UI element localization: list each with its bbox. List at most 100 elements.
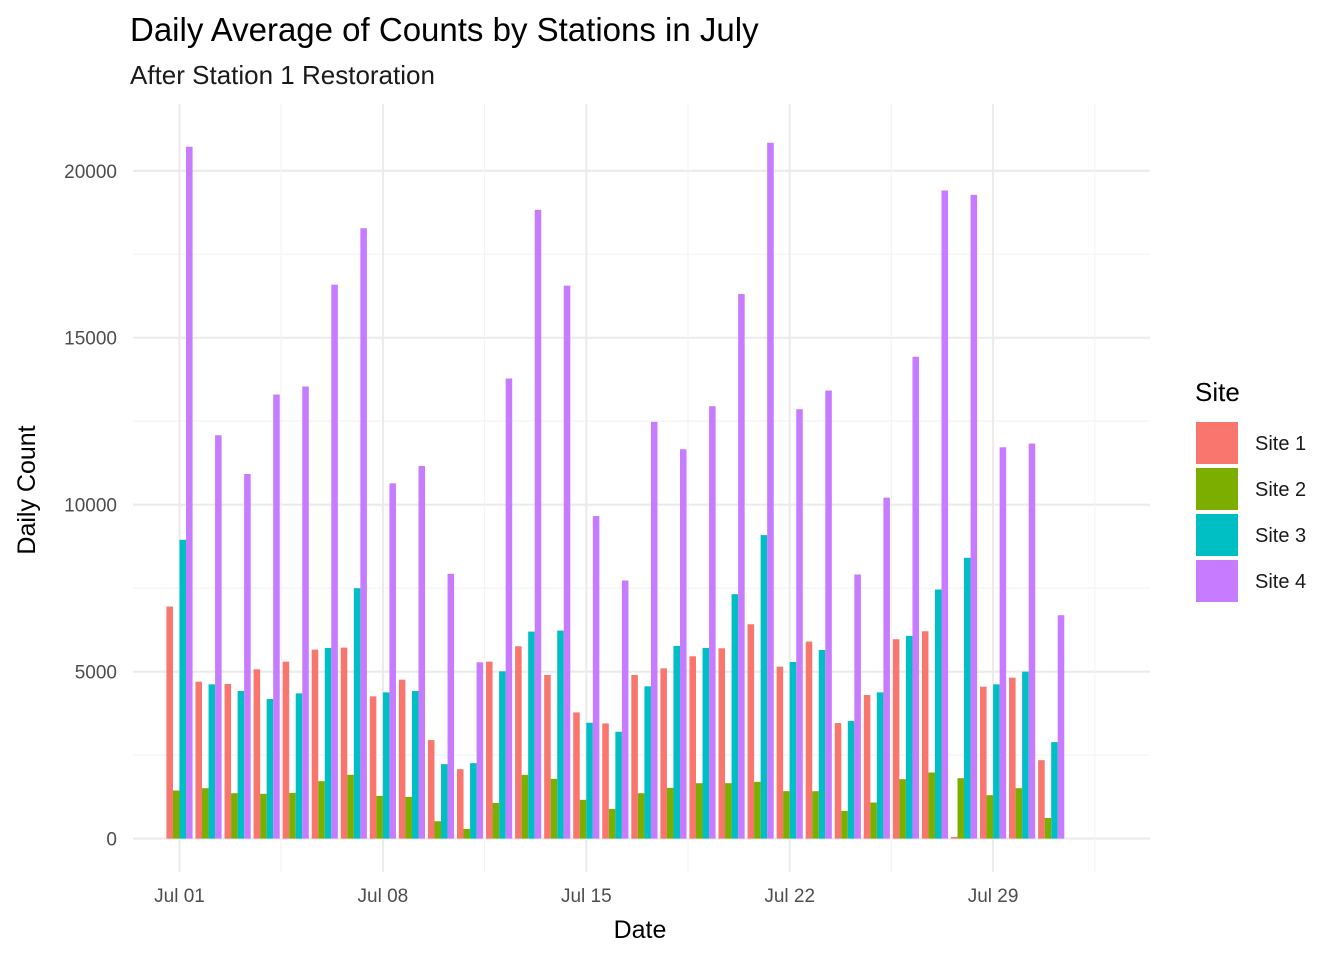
bar [592, 516, 600, 839]
bar [993, 684, 1000, 839]
legend-title: Site [1195, 377, 1240, 407]
bar [650, 421, 658, 839]
bar [608, 808, 616, 839]
bar [418, 465, 426, 839]
bar [644, 686, 651, 839]
bar [340, 647, 348, 839]
bar [689, 656, 696, 839]
bar [718, 648, 726, 839]
bar [1015, 788, 1023, 839]
bar [980, 686, 987, 839]
legend-label: Site 3 [1255, 525, 1306, 547]
bar [999, 447, 1007, 839]
bar [318, 781, 325, 839]
x-tick-label: Jul 01 [154, 886, 205, 907]
y-axis-ticks: 0 5000 10000 15000 20000 [64, 162, 117, 851]
bar [964, 557, 971, 839]
bar [544, 674, 551, 839]
legend: Site Site 1 Site 2 Site 3 Site 4 [1195, 377, 1306, 602]
bar [863, 695, 871, 839]
bar [834, 723, 842, 839]
bar [883, 497, 890, 839]
bar [738, 294, 745, 839]
legend-swatch [1196, 560, 1238, 602]
x-axis-label: Date [614, 916, 667, 944]
bar [499, 671, 506, 839]
bar [389, 483, 396, 839]
bar [369, 696, 377, 839]
bar [702, 647, 710, 839]
bar [970, 194, 978, 839]
y-tick-label: 5000 [75, 663, 117, 684]
bar [957, 778, 965, 839]
y-tick-label: 10000 [64, 496, 117, 517]
bar [673, 645, 680, 839]
bar [463, 828, 471, 839]
bar [237, 691, 245, 839]
bar [557, 630, 564, 839]
bar [295, 693, 303, 839]
bar [1028, 443, 1036, 839]
bar [515, 646, 522, 839]
bar [505, 378, 513, 839]
bar [411, 691, 419, 839]
bars [166, 142, 1065, 839]
legend-label: Site 1 [1255, 433, 1306, 455]
bar [796, 409, 803, 839]
legend-swatch [1196, 514, 1238, 556]
bar [921, 631, 929, 839]
x-tick-label: Jul 15 [561, 886, 612, 907]
y-tick-label: 15000 [64, 329, 117, 350]
bar [841, 810, 848, 839]
y-tick-label: 0 [106, 830, 117, 851]
bar [253, 669, 261, 839]
legend-label: Site 4 [1255, 571, 1306, 593]
bar [1057, 615, 1065, 839]
bar [550, 778, 558, 839]
bar [231, 793, 238, 839]
bar [331, 284, 338, 839]
bar [427, 740, 435, 839]
bar [172, 790, 180, 839]
bar [195, 681, 203, 839]
bar [950, 836, 958, 839]
bar [573, 712, 580, 839]
bar [476, 662, 484, 839]
bar [666, 787, 674, 839]
bar [760, 535, 768, 839]
bar [289, 792, 296, 839]
bar [586, 722, 593, 839]
bar [273, 394, 280, 839]
bar [382, 692, 390, 839]
x-tick-label: Jul 08 [358, 886, 409, 907]
bar [456, 769, 464, 839]
bar [789, 661, 797, 839]
bar [244, 473, 251, 839]
bar [166, 606, 173, 839]
bar [311, 649, 319, 839]
bar [521, 774, 529, 839]
bar [621, 580, 629, 839]
bar [812, 791, 819, 839]
chart-title: Daily Average of Counts by Stations in J… [130, 11, 759, 48]
bar [324, 647, 332, 839]
bar [441, 764, 448, 839]
bar [202, 788, 209, 839]
bar [847, 721, 855, 839]
bar [179, 539, 187, 839]
bar [776, 666, 784, 839]
bar [934, 589, 942, 839]
bar [854, 574, 861, 839]
bar [615, 731, 622, 839]
bar [747, 624, 755, 839]
bar [492, 802, 500, 839]
legend-label: Site 2 [1255, 479, 1306, 501]
bar [398, 679, 406, 839]
bar [818, 649, 826, 839]
bar [447, 573, 455, 839]
bar [912, 356, 919, 839]
x-tick-label: Jul 22 [764, 886, 815, 907]
bar [709, 406, 716, 839]
